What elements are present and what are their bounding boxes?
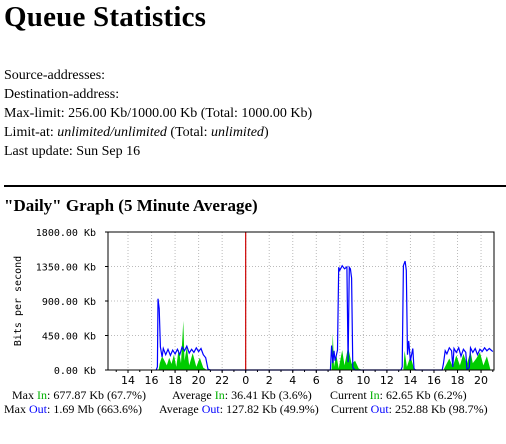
x-tick-label: 0 [242,374,249,387]
limit-at-value: unlimited/unlimited [57,125,167,140]
graph-title: "Daily" Graph (5 Minute Average) [4,196,258,215]
y-tick-label: 450.00 Kb [42,332,96,343]
x-tick-label: 18 [168,374,182,387]
legend-row-in: Max In: 677.87 Kb (67.7%) Average In: 36… [0,388,506,402]
x-tick-label: 4 [289,374,296,387]
chart-legend: Max In: 677.87 Kb (67.7%) Average In: 36… [0,388,506,416]
y-tick-label: 1800.00 Kb [36,228,96,239]
limit-at-total-prefix: (Total: [170,125,208,140]
y-axis-title: Bits per second [13,256,24,346]
legend-row-out: Max Out: 1.69 Mb (663.6%) Average Out: 1… [0,402,506,416]
x-tick-label: 6 [313,374,320,387]
x-tick-label: 22 [215,374,229,387]
legend-average-in: Average In: 36.41 Kb (3.6%) [172,388,312,402]
legend-max-out: Max Out: 1.69 Mb (663.6%) [4,402,142,416]
daily-traffic-chart: 14 16 18 20 22 0 2 4 6 8 10 12 14 16 18 20 0.00 Kb 450.00… [13,228,495,387]
x-tick-label: 14 [403,374,417,387]
x-tick-label: 10 [356,374,370,387]
x-tick-label: 20 [192,374,206,387]
x-tick-label: 8 [336,374,343,387]
y-tick-label: 900.00 Kb [42,297,96,308]
source-addresses-label: Source-addresses: [4,68,106,83]
x-tick-label: 16 [427,374,441,387]
x-tick-label: 16 [145,374,159,387]
limit-at-label: Limit-at: [4,125,54,140]
max-limit-text: Max-limit: 256.00 Kb/1000.00 Kb (Total: … [4,106,313,121]
legend-current-in: Current In: 62.65 Kb (6.2%) [330,388,467,402]
plot-border [107,231,495,371]
x-tick-label: 12 [380,374,394,387]
y-tick-label: 0.00 Kb [54,366,96,377]
legend-current-out: Current Out: 252.88 Kb (98.7%) [331,402,488,416]
page-title: Queue Statistics [4,1,207,33]
limit-at-row: Limit-at: unlimited/unlimited (Total: un… [4,123,312,142]
legend-average-out: Average Out: 127.82 Kb (49.9%) [159,402,319,416]
limit-at-total-suffix: ) [263,125,269,140]
series-in-area [158,320,491,370]
last-update-text: Last update: Sun Sep 16 [4,144,141,159]
section-divider [4,185,506,187]
x-tick-label: 20 [474,374,488,387]
series-out-line [155,260,494,371]
x-tick-label: 14 [121,374,135,387]
limit-at-total-value: unlimited [211,125,264,140]
legend-max-in: Max In: 677.87 Kb (67.7%) [12,388,146,402]
y-tick-label: 1350.00 Kb [36,263,96,274]
destination-address-label: Destination-address: [4,87,120,102]
queue-info: Source-addresses: Destination-address: M… [4,66,312,161]
x-tick-label: 2 [266,374,273,387]
x-tick-label: 18 [451,374,465,387]
